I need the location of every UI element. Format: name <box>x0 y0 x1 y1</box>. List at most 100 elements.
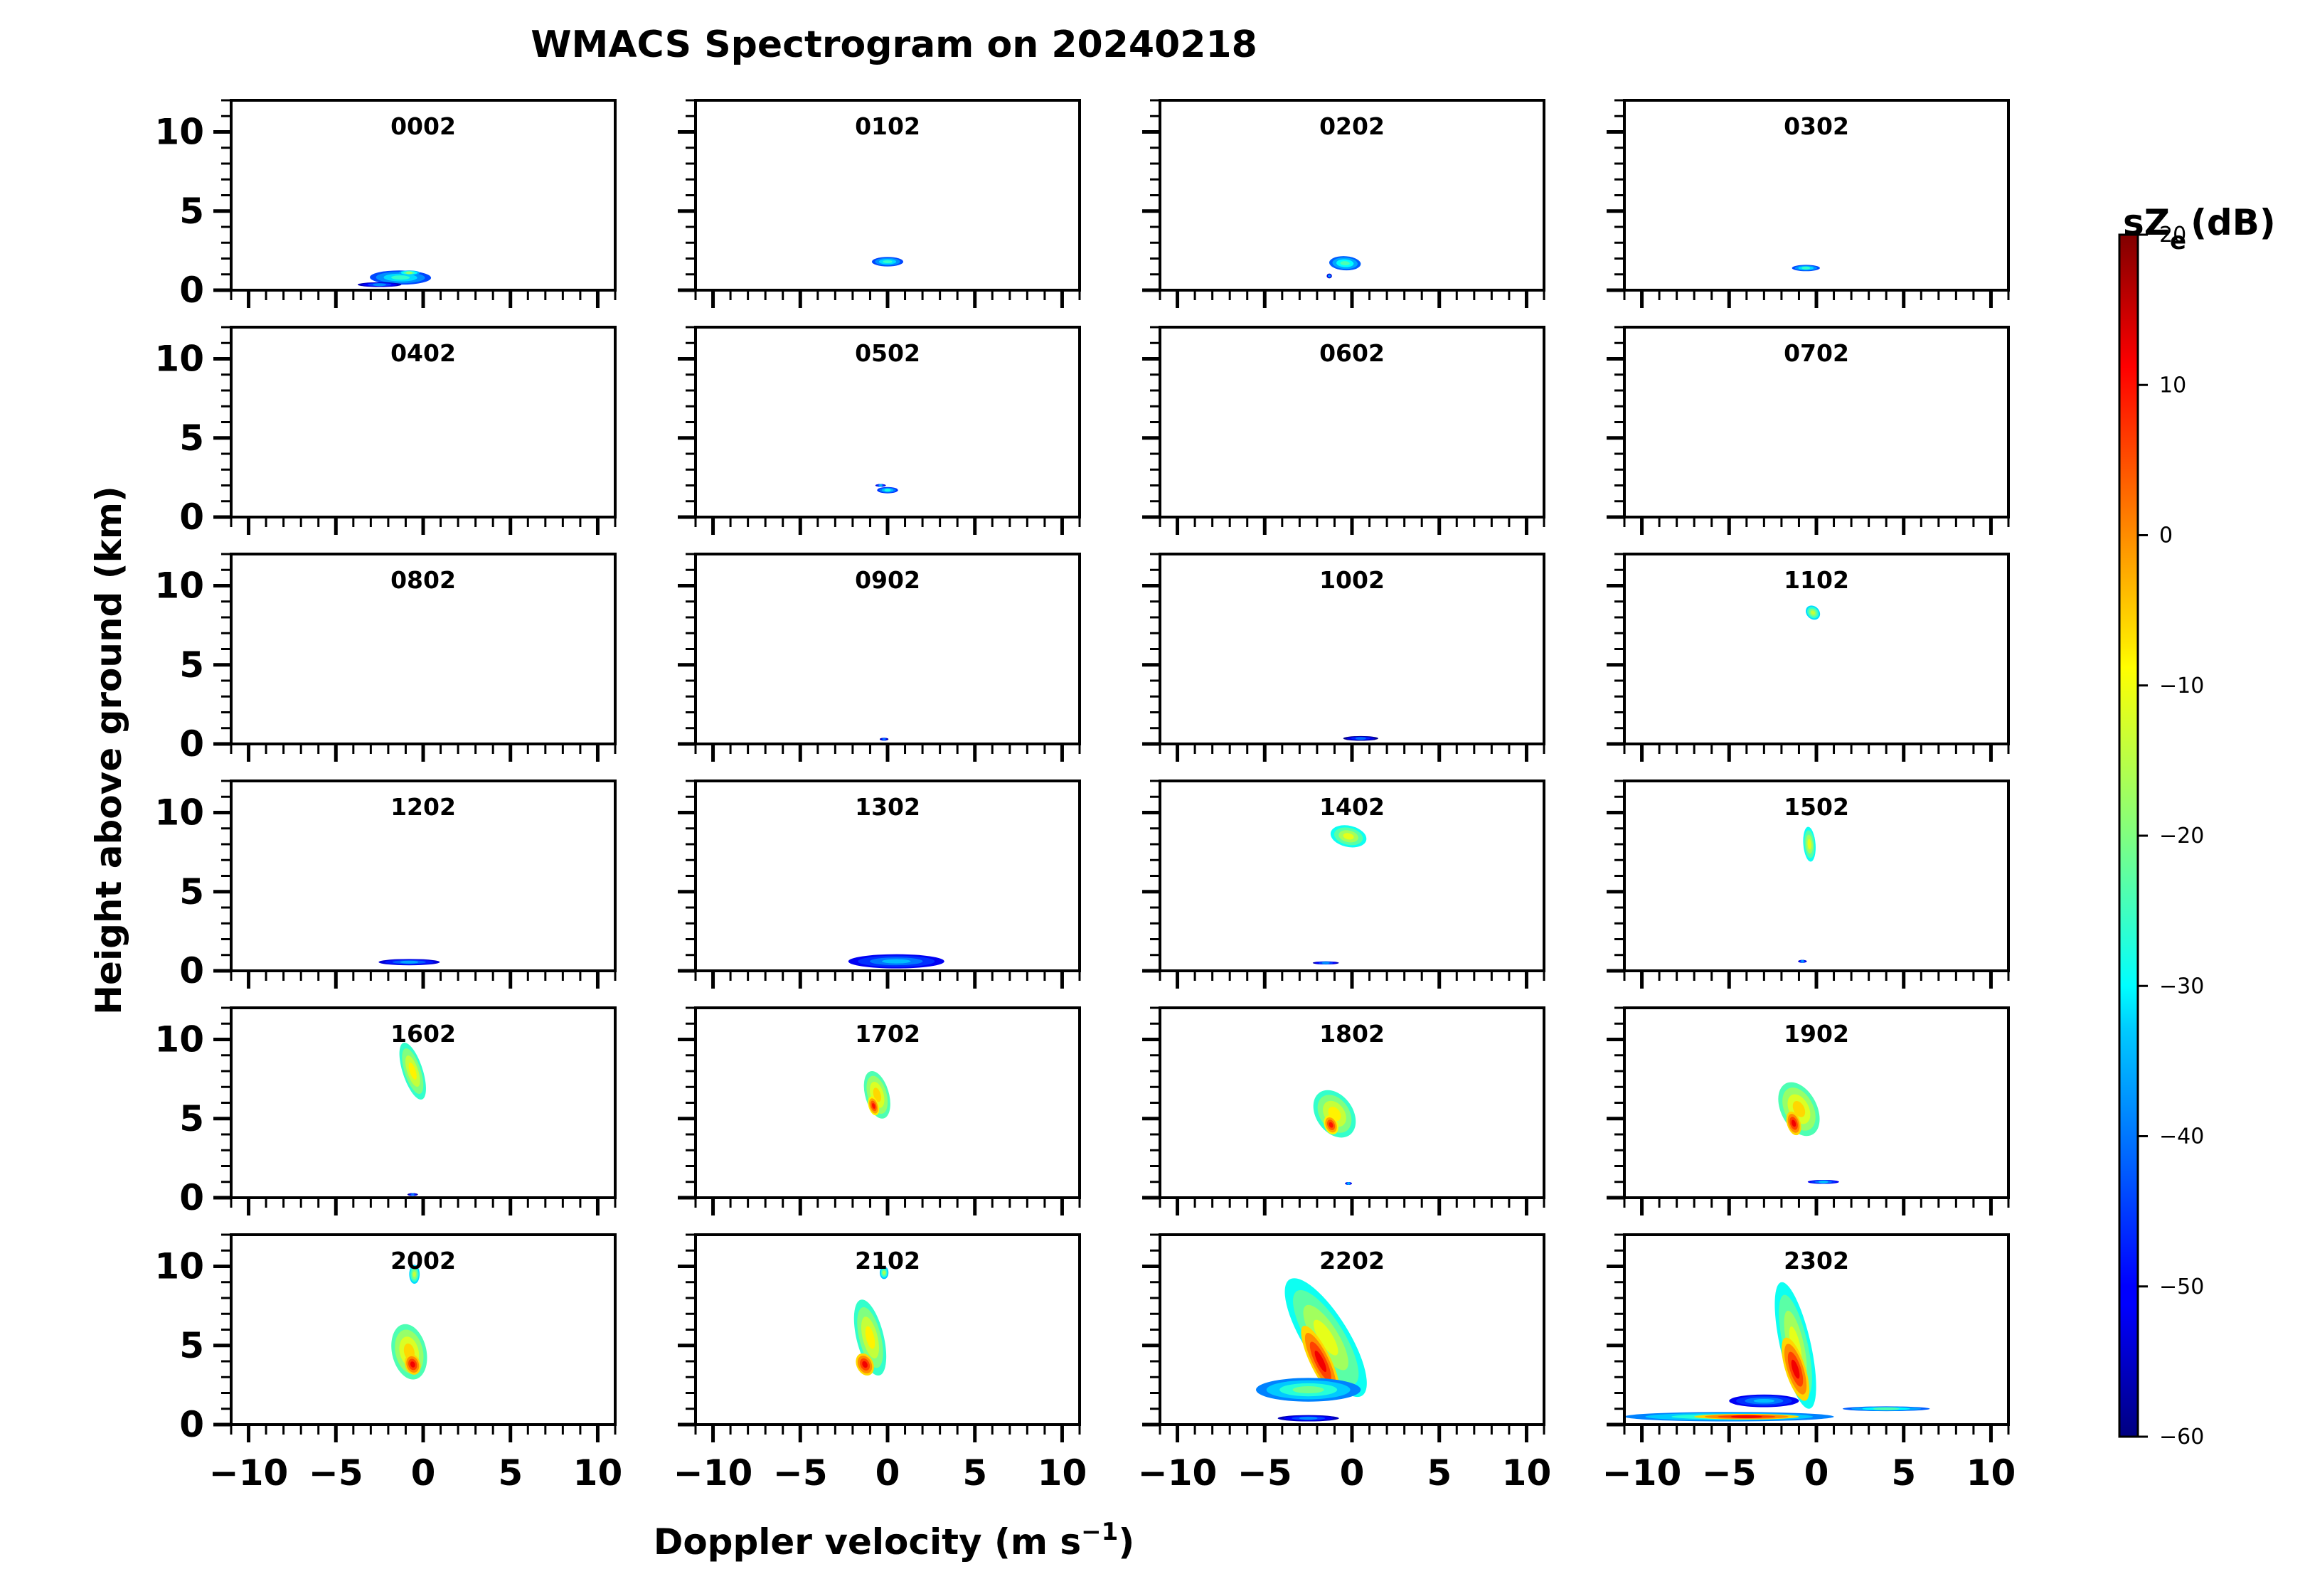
echo-group <box>1792 265 1820 272</box>
x-tick-label: −5 <box>1702 1452 1757 1494</box>
colorbar-tick-label: −50 <box>2159 1275 2204 1299</box>
x-axis-label: Doppler velocity (m s−1) <box>654 1518 1134 1563</box>
figure-title: WMACS Spectrogram on 20240218 <box>531 23 1257 66</box>
echo-mark <box>373 283 386 287</box>
x-tick-label: −5 <box>1237 1452 1292 1494</box>
panel-2002: 2002 −10 −5 0 5 10 0 5 10 <box>154 1233 622 1494</box>
echo-group <box>1798 826 1816 963</box>
echo-group <box>1343 735 1378 741</box>
panel-time-label: 0602 <box>1319 339 1385 367</box>
x-tick-label: 0 <box>1804 1452 1829 1494</box>
y-tick-label: 5 <box>179 417 204 459</box>
echo-group <box>1326 256 1361 279</box>
panel-background <box>1624 781 2008 971</box>
panel-time-label: 1702 <box>855 1020 920 1048</box>
echo-mark <box>865 1326 875 1349</box>
x-tick-label: −10 <box>674 1452 752 1494</box>
panel-time-label: 0402 <box>390 339 456 367</box>
panel-time-label: 1502 <box>1784 793 1849 821</box>
panel-time-label: 1002 <box>1319 566 1385 594</box>
echo-mark <box>1753 1398 1775 1403</box>
panel-1102: 1102 <box>1607 553 2010 762</box>
echo-group <box>1313 1090 1356 1185</box>
panel-background <box>1624 1008 2008 1198</box>
panel-0502: 0502 <box>678 326 1081 535</box>
panel-1602: 1602 0 5 10 <box>154 1006 617 1218</box>
panel-background <box>1160 554 1544 744</box>
colorbar-gradient <box>2118 233 2139 1438</box>
x-tick-label: 10 <box>1038 1452 1087 1494</box>
panel-background <box>1624 327 2008 517</box>
y-tick-label: 5 <box>179 871 204 913</box>
echo-mark <box>1801 959 1804 963</box>
echo-mark <box>883 738 886 741</box>
panel-background <box>696 327 1080 517</box>
panel-grid: 0002 0 5 10 0102 0202 0302 0402 0 5 10 0502 0602 0702… <box>154 99 2016 1494</box>
panel-time-label: 1402 <box>1319 793 1385 821</box>
y-tick-label: 5 <box>179 644 204 686</box>
echo-mark <box>1819 1180 1828 1183</box>
panel-background <box>1160 781 1544 971</box>
y-axis-label: Height above ground (km) <box>88 486 129 1015</box>
panel-background <box>231 100 615 290</box>
echo-group <box>853 1266 889 1376</box>
echo-mark <box>411 1193 415 1196</box>
panel-1902: 1902 <box>1607 1006 2010 1215</box>
echo-mark <box>862 1361 868 1368</box>
panel-1702: 1702 <box>678 1006 1081 1215</box>
echo-mark <box>1328 274 1331 277</box>
echo-mark <box>884 489 891 492</box>
colorbar-tick-label: −30 <box>2159 974 2204 999</box>
colorbar: sZe (dB) 20 10 0 −10 −20 −30 −40 −50 −60 <box>2118 202 2276 1449</box>
echo-mark <box>1791 1119 1796 1127</box>
echo-mark <box>883 1270 886 1275</box>
y-tick-label: 10 <box>154 792 204 834</box>
panel-1302: 1302 <box>678 780 1081 989</box>
y-tick-label: 5 <box>179 191 204 232</box>
echo-mark <box>883 260 893 263</box>
echo-mark <box>1811 610 1816 615</box>
colorbar-tick-label: 10 <box>2159 373 2186 398</box>
x-tick-label: 5 <box>1891 1452 1916 1494</box>
panel-background <box>231 1008 615 1198</box>
panel-time-label: 0302 <box>1784 112 1849 140</box>
panel-time-label: 2302 <box>1784 1247 1849 1275</box>
echo-group <box>1624 1282 1930 1422</box>
panel-0102: 0102 <box>678 99 1081 308</box>
panel-background <box>231 554 615 744</box>
panel-1502: 1502 <box>1607 780 2010 989</box>
x-tick-label: 0 <box>411 1452 436 1494</box>
panel-background <box>1160 1008 1544 1198</box>
y-tick-label: 10 <box>154 1246 204 1287</box>
panel-time-label: 0702 <box>1784 339 1849 367</box>
x-tick-label: 5 <box>498 1452 523 1494</box>
y-tick-label: 10 <box>154 1019 204 1060</box>
echo-group <box>378 959 440 966</box>
echo-mark <box>871 1102 875 1109</box>
panel-time-label: 1802 <box>1319 1020 1385 1048</box>
panel-time-label: 1902 <box>1784 1020 1849 1048</box>
y-tick-label: 5 <box>179 1325 204 1366</box>
panel-0002: 0002 0 5 10 <box>154 99 617 311</box>
panel-background <box>696 1235 1080 1425</box>
panel-2202: 2202 −10 −5 0 5 10 <box>1138 1233 1552 1494</box>
panel-background <box>231 1235 615 1425</box>
colorbar-tick-label: 20 <box>2159 223 2186 248</box>
y-tick-label: 0 <box>179 723 204 765</box>
y-tick-label: 10 <box>154 339 204 380</box>
echo-group <box>875 484 898 494</box>
x-tick-label: −5 <box>773 1452 828 1494</box>
x-tick-label: 10 <box>1502 1452 1552 1494</box>
echo-mark <box>1807 839 1811 850</box>
echo-mark <box>1792 1101 1806 1117</box>
echo-mark <box>1347 1181 1351 1185</box>
echo-group <box>848 954 944 969</box>
panel-background <box>1624 554 2008 744</box>
panel-time-label: 1302 <box>855 793 920 821</box>
echo-mark <box>1355 737 1366 740</box>
panel-2102: 2102 −10 −5 0 5 10 <box>674 1233 1087 1494</box>
panel-time-label: 2102 <box>855 1247 920 1275</box>
colorbar-tick-label: −10 <box>2159 674 2204 698</box>
x-tick-label: −5 <box>309 1452 363 1494</box>
